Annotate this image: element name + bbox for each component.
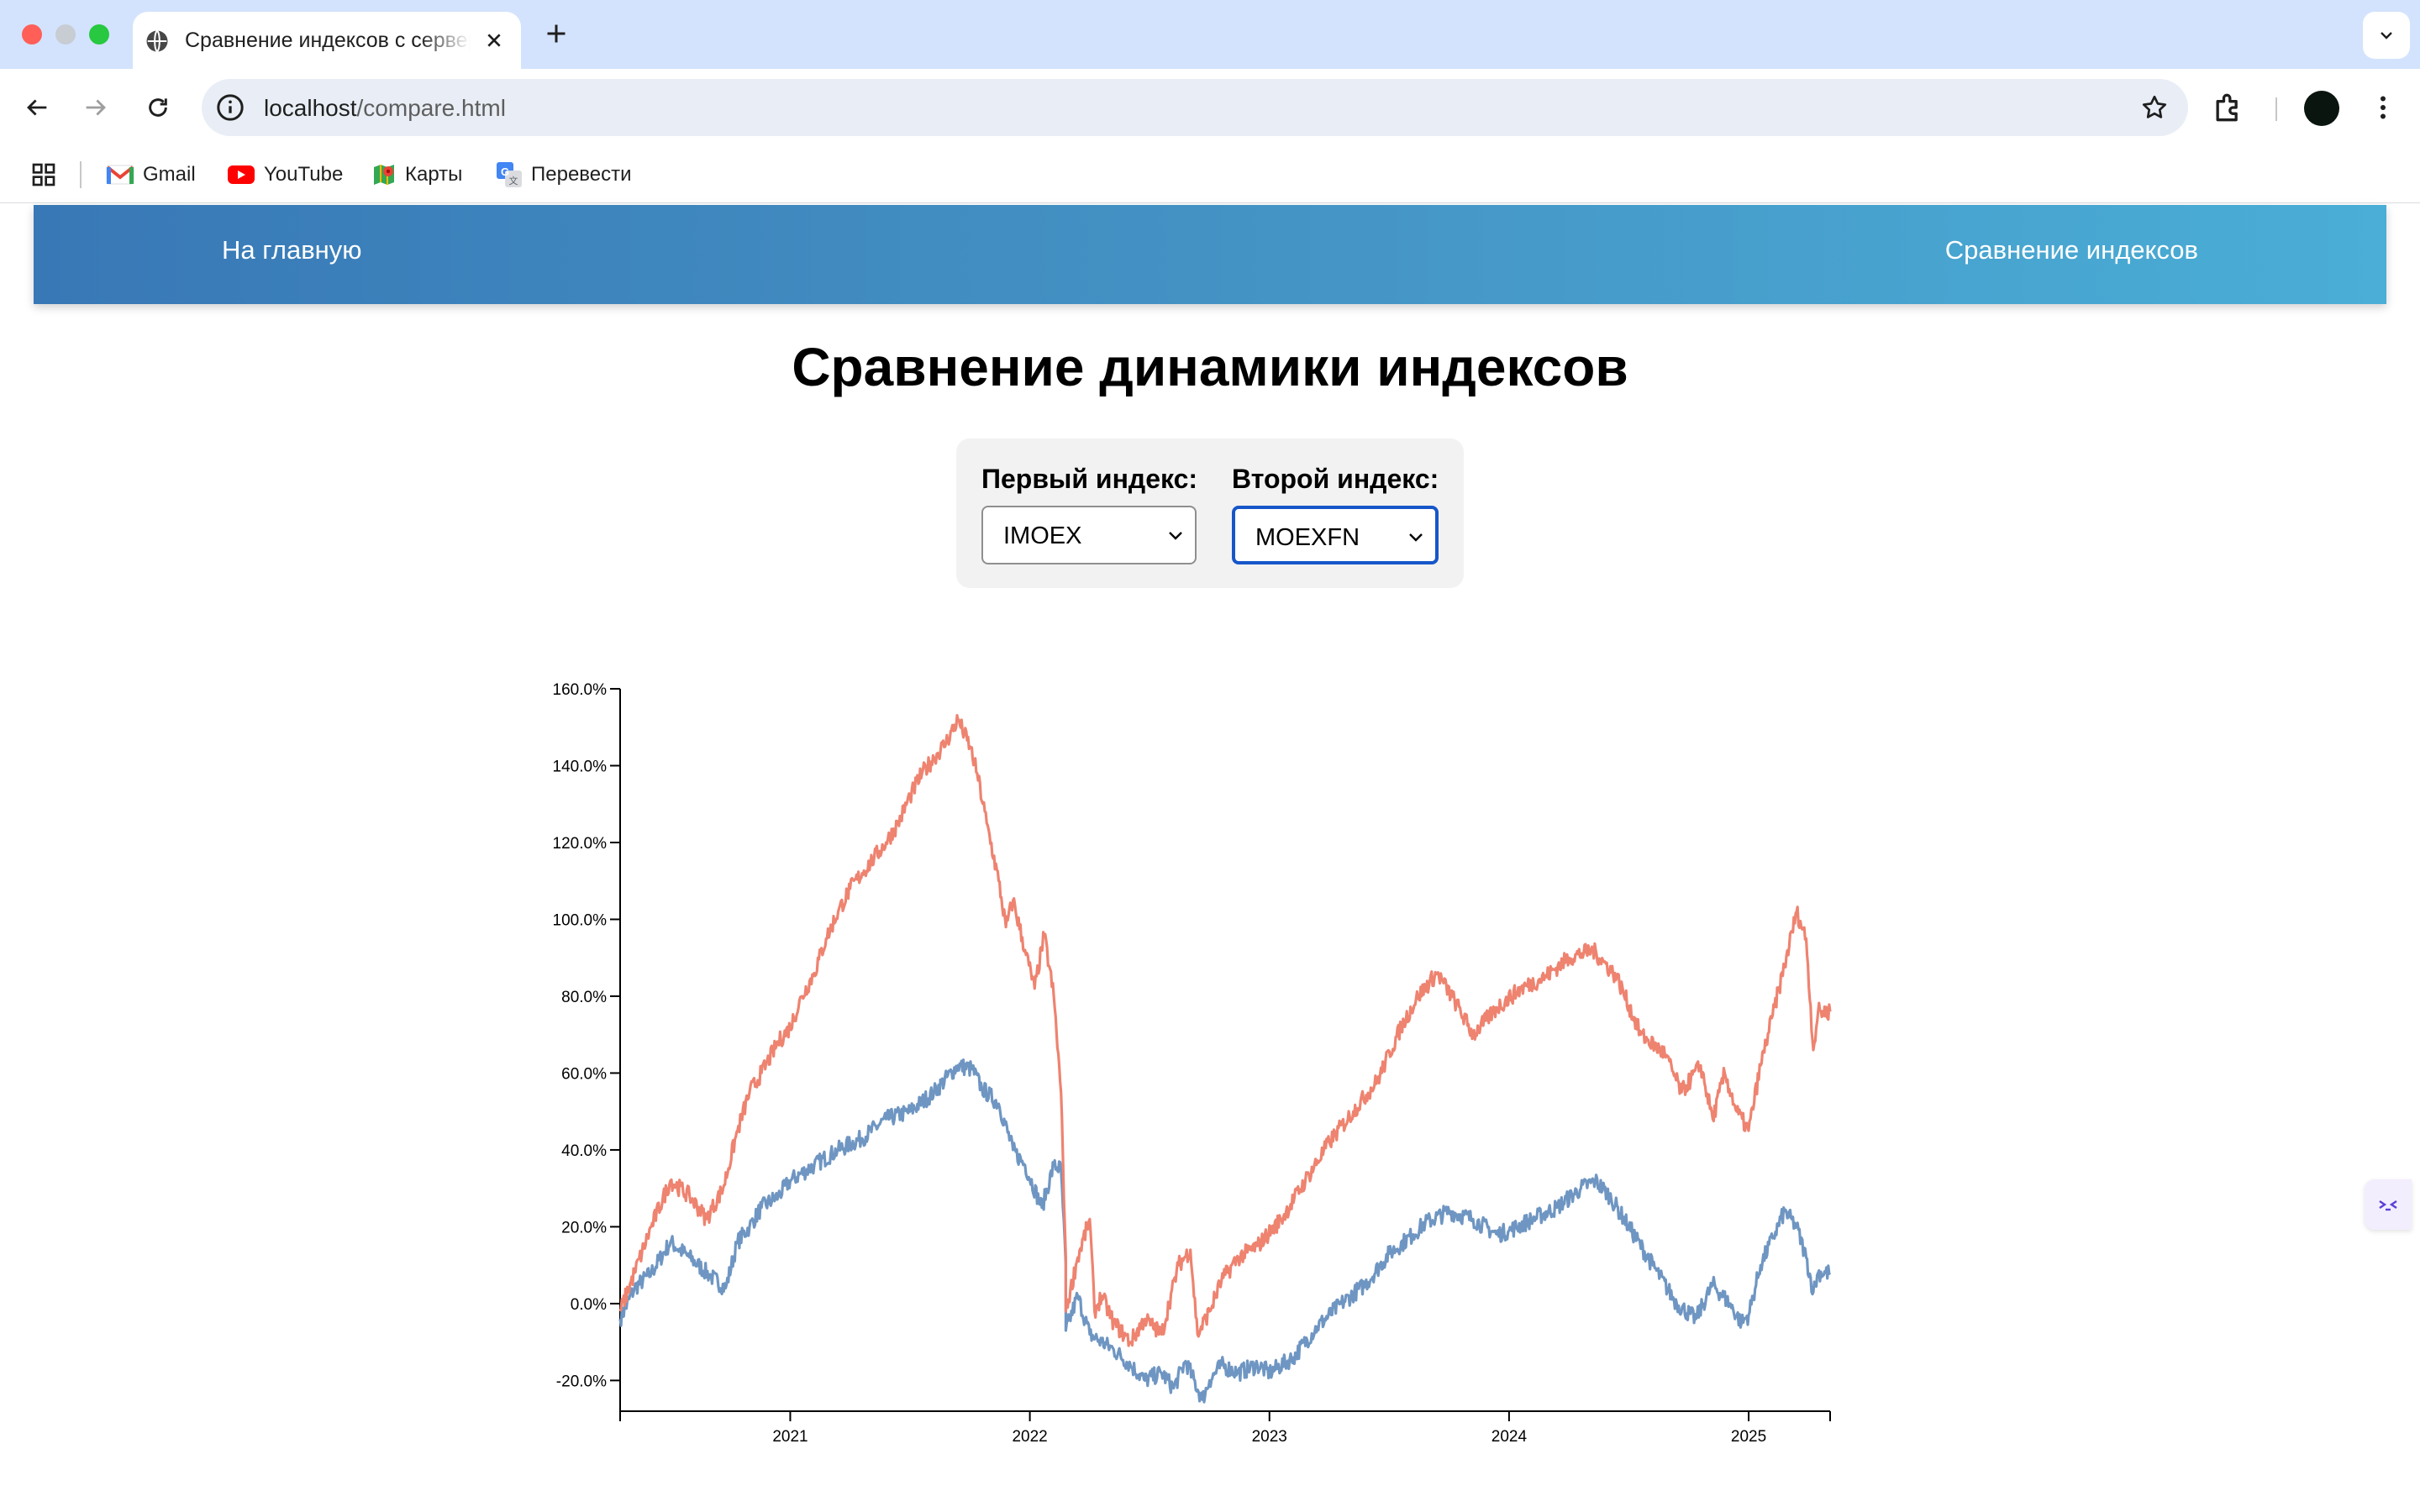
chevron-down-icon (1169, 532, 1182, 540)
x-tick-label: 2021 (772, 1428, 808, 1446)
bookmarks-divider (80, 161, 82, 188)
tab-close-icon[interactable] (481, 27, 508, 54)
chevron-down-icon (1409, 533, 1423, 542)
y-tick-label: 140.0% (553, 758, 608, 775)
bookmark-youtube[interactable]: YouTube (227, 160, 343, 190)
bookmark-label: Gmail (143, 163, 196, 186)
apps-grid-icon[interactable] (30, 161, 57, 188)
chevron-down-icon (2381, 32, 2392, 39)
series-line-moexfn (618, 714, 1832, 1347)
window-minimize-button[interactable] (55, 24, 76, 45)
browser-tab-strip: Сравнение индексов с сервера (0, 0, 2420, 69)
globe-icon (145, 29, 170, 54)
second-index-value: MOEXFN (1255, 524, 1360, 551)
x-tick-label: 2025 (1731, 1428, 1766, 1446)
svg-text:G: G (501, 165, 509, 178)
tab-search-button[interactable] (2363, 12, 2410, 59)
kebab-menu-icon[interactable] (2368, 91, 2398, 124)
site-info-icon[interactable] (213, 91, 247, 124)
y-tick-label: 160.0% (553, 681, 608, 699)
y-tick-label: 100.0% (553, 911, 608, 929)
bookmark-star-icon[interactable] (2139, 92, 2170, 123)
y-tick-label: 20.0% (561, 1219, 607, 1236)
x-tick-label: 2023 (1252, 1428, 1287, 1446)
page-title: Сравнение динамики индексов (792, 337, 1628, 397)
url-path: /compare.html (356, 95, 506, 121)
y-tick-label: 60.0% (561, 1065, 607, 1083)
site-header: На главную Сравнение индексов (34, 205, 2386, 304)
url-text: localhost/compare.html (264, 95, 506, 122)
x-tick-label: 2022 (1012, 1428, 1047, 1446)
translate-icon: G文 (497, 162, 522, 187)
bookmark-gmail[interactable]: Gmail (106, 160, 196, 190)
forward-button[interactable] (74, 86, 118, 129)
bookmark-label: Карты (405, 163, 463, 186)
second-index-select[interactable]: MOEXFN (1232, 506, 1439, 564)
browser-toolbar: localhost/compare.html (0, 69, 2420, 146)
gmail-icon (106, 165, 134, 185)
extensions-puzzle-icon[interactable] (2210, 89, 2247, 126)
maps-icon (374, 165, 394, 185)
reload-button[interactable] (136, 86, 180, 129)
svg-text:文: 文 (509, 175, 518, 186)
assistant-icon (2379, 1200, 2397, 1211)
url-host: localhost (264, 95, 357, 121)
series-line-imoex (618, 1058, 1832, 1404)
window-zoom-button[interactable] (89, 24, 109, 45)
bookmark-maps[interactable]: Карты (371, 160, 462, 190)
new-tab-button[interactable] (541, 18, 571, 49)
bookmark-label: YouTube (264, 163, 344, 186)
first-index-value: IMOEX (1003, 522, 1082, 549)
side-panel-toggle[interactable] (2365, 1179, 2412, 1230)
arrow-left-icon (27, 99, 47, 116)
back-button[interactable] (15, 86, 59, 129)
y-tick-label: 80.0% (561, 989, 607, 1006)
window-close-button[interactable] (22, 24, 42, 45)
bookmark-label: Перевести (531, 163, 632, 186)
y-tick-label: 40.0% (561, 1142, 607, 1160)
address-bar[interactable]: localhost/compare.html (202, 79, 2188, 136)
arrow-right-icon (86, 99, 106, 116)
first-index-label: Первый индекс: (981, 464, 1198, 494)
toolbar-divider (2275, 97, 2277, 121)
second-index-label: Второй индекс: (1232, 464, 1439, 494)
browser-tab-active[interactable]: Сравнение индексов с сервера (133, 12, 521, 69)
y-tick-label: 0.0% (571, 1296, 607, 1314)
profile-avatar[interactable] (2304, 91, 2339, 126)
reload-icon (149, 98, 167, 117)
x-tick-label: 2024 (1491, 1428, 1528, 1446)
y-tick-label: 120.0% (553, 835, 608, 853)
nav-link-compare[interactable]: Сравнение индексов (1944, 235, 2198, 265)
y-tick-label: -20.0% (556, 1373, 607, 1390)
nav-link-home[interactable]: На главную (222, 235, 362, 265)
first-index-select[interactable]: IMOEX (981, 506, 1197, 564)
index-selector-panel: Первый индекс: IMOEX Второй индекс: MOEX… (956, 438, 1464, 588)
tab-title: Сравнение индексов с сервера (185, 29, 471, 52)
youtube-icon (228, 165, 255, 184)
